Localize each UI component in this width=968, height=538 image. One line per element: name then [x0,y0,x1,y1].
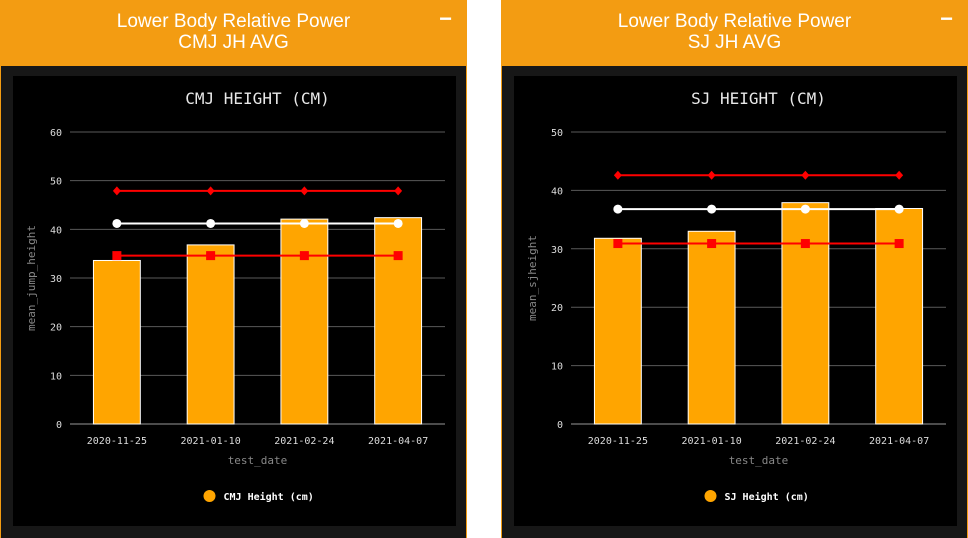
x-tick-label: 2020-11-25 [87,436,147,447]
chart-container: SJ HEIGHT (CM) 0 10 20 30 40 50 mean_sjheight 20… [514,76,957,526]
line-point [299,251,309,261]
bar [781,202,830,425]
panel-header: Lower Body Relative Power CMJ JH AVG − [1,0,466,66]
line-point [800,204,810,214]
line-point [800,239,810,249]
bar [687,230,736,425]
x-axis-title: test_date [729,454,789,467]
sj-panel: Lower Body Relative Power SJ JH AVG − SJ… [501,0,968,538]
line-point [393,251,403,261]
y-tick-label: 40 [551,186,563,197]
bar [374,217,423,425]
bar [186,244,235,425]
line-point [206,186,215,196]
line-point [112,186,121,196]
chart-container: CMJ HEIGHT (CM) 0 10 20 30 40 50 60 mean_jump_he… [13,76,456,526]
y-tick-label: 10 [50,371,62,382]
panel-title-line1: Lower Body Relative Power [617,11,852,32]
y-tick-label: 10 [551,362,563,373]
line-point [895,170,904,180]
line-point [300,186,309,196]
x-tick-label: 2021-04-07 [368,436,428,447]
line-point [613,239,623,249]
legend-marker [203,490,216,502]
x-tick-label: 2021-01-10 [181,436,241,447]
collapse-button[interactable]: − [940,6,953,31]
y-tick-label: 50 [50,177,62,188]
x-tick-label: 2021-04-07 [869,436,929,447]
bar [593,237,642,425]
line-point [206,218,216,228]
sj-height-chart: SJ HEIGHT (CM) 0 10 20 30 40 50 mean_sjheight 20… [526,89,946,503]
y-axis-title: mean_sjheight [526,235,539,321]
line-point [707,239,717,249]
line-point [112,218,122,228]
chart-title: CMJ HEIGHT (CM) [185,89,330,108]
y-tick-label: 20 [50,323,62,334]
bar [280,218,329,425]
line-point [613,204,623,214]
y-axis-title: mean_jump_height [25,225,38,331]
collapse-button[interactable]: − [439,6,452,31]
x-axis-title: test_date [228,454,288,467]
y-tick-label: 0 [557,420,563,431]
cmj-panel: Lower Body Relative Power CMJ JH AVG − C… [0,0,467,538]
panel-header: Lower Body Relative Power SJ JH AVG − [502,0,967,66]
x-tick-label: 2021-02-24 [274,436,334,447]
line-point [394,186,403,196]
chart-title: SJ HEIGHT (CM) [691,89,826,108]
line-point [707,170,716,180]
y-tick-label: 20 [551,303,563,314]
legend-label: CMJ Height (cm) [224,491,314,503]
panel-title-line2: CMJ JH AVG [178,32,289,53]
y-tick-label: 0 [56,420,62,431]
legend-marker [704,490,717,502]
y-tick-label: 50 [551,128,563,139]
panel-title-line1: Lower Body Relative Power [116,11,351,32]
x-tick-label: 2020-11-25 [588,436,648,447]
x-tick-label: 2021-01-10 [682,436,742,447]
bar [92,259,141,425]
y-tick-label: 30 [551,245,563,256]
y-tick-label: 40 [50,225,62,236]
line-point [393,218,403,228]
line-point [894,239,904,249]
line-point [707,204,717,214]
line-point [299,218,309,228]
legend-label: SJ Height (cm) [725,491,809,503]
line-point [801,170,810,180]
cmj-height-chart: CMJ HEIGHT (CM) 0 10 20 30 40 50 60 mean_jump_he… [25,89,445,503]
x-tick-label: 2021-02-24 [775,436,835,447]
y-tick-label: 60 [50,128,62,139]
y-tick-label: 30 [50,274,62,285]
line-point [206,251,216,261]
line-point [613,170,622,180]
line-point [894,204,904,214]
panel-title-line2: SJ JH AVG [687,32,782,53]
line-point [112,251,122,261]
